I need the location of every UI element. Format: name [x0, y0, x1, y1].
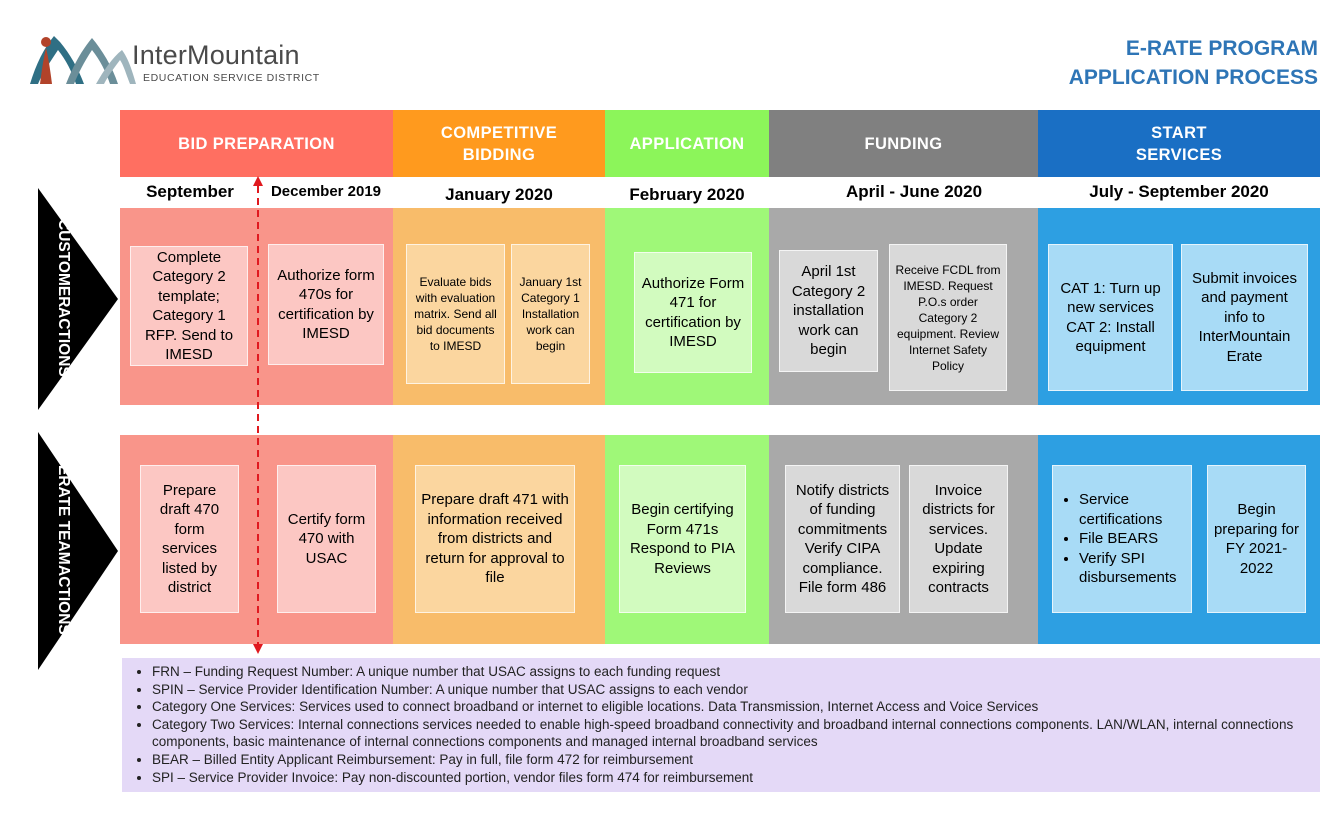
customer-box-january-1st-installation: January 1st Category 1 Installation work… [511, 244, 590, 384]
phase-name-line-1: COMPETITIVE [440, 123, 558, 142]
erate-team-actions-chevron [38, 432, 118, 670]
phase-name: BID PREPARATION [178, 134, 335, 153]
date-july-september-2020: July - September 2020 [1089, 182, 1269, 201]
date-february-2020: February 2020 [629, 185, 745, 204]
erate-box-prepare-draft-471: Prepare draft 471 with information recei… [415, 465, 575, 613]
glossary-item-frn: FRN – Funding Request Number: A unique n… [152, 663, 1314, 681]
glossary-item-category-two: Category Two Services: Internal connecti… [152, 716, 1314, 751]
customer-box-complete-category-2: Complete Category 2 template; Category 1… [130, 246, 248, 366]
customer-box-receive-fcdl: Receive FCDL from IMESD. Request P.O.s o… [889, 244, 1007, 391]
erate-box-prepare-draft-470: Prepare draft 470 form services listed b… [140, 465, 239, 613]
label-line-1: ERATE TEAM [55, 465, 72, 565]
customer-actions-label: CUSTOMER ACTIONS [40, 200, 86, 396]
september-december-divider-arrow [253, 176, 263, 654]
list-item: Service certifications [1079, 490, 1186, 529]
label-line-2: ACTIONS [55, 307, 72, 378]
glossary-panel: FRN – Funding Request Number: A unique n… [122, 658, 1320, 792]
customer-box-authorize-form-471: Authorize Form 471 for certification by … [634, 252, 752, 373]
brand-subtitle: EDUCATION SERVICE DISTRICT [143, 72, 320, 84]
intermountain-logo-icon [30, 36, 136, 84]
list-item: Verify SPI disbursements [1079, 549, 1186, 588]
glossary-list: FRN – Funding Request Number: A unique n… [128, 663, 1314, 786]
list-item: File BEARS [1079, 529, 1186, 549]
date-january-2020: January 2020 [445, 185, 553, 204]
phase-name-line-2: BIDDING [462, 145, 536, 164]
phase-header-bid-preparation: BID PREPARATION [120, 110, 393, 177]
label-line-1: CUSTOMER [55, 218, 72, 308]
phase-header-funding: FUNDING [769, 110, 1038, 177]
customer-box-turn-up-services: CAT 1: Turn up new services CAT 2: Insta… [1048, 244, 1173, 391]
label-line-2: ACTIONS [55, 564, 72, 635]
erate-team-actions-label: ERATE TEAM ACTIONS [40, 450, 86, 650]
glossary-item-spin: SPIN – Service Provider Identification N… [152, 681, 1314, 699]
brand-name: InterMountain [132, 40, 300, 70]
erate-box-notify-districts: Notify districts of funding commitments … [785, 465, 900, 613]
phase-header-application: APPLICATION [605, 110, 769, 177]
phase-name-line-2: SERVICES [1135, 145, 1223, 164]
erate-box-begin-preparing-fy: Begin preparing for FY 2021-2022 [1207, 465, 1306, 613]
erate-box-service-certifications: Service certifications File BEARS Verify… [1052, 465, 1192, 613]
date-december-2019: December 2019 [270, 183, 382, 200]
date-april-june-2020: April - June 2020 [845, 182, 983, 201]
erate-box-certify-form-470: Certify form 470 with USAC [277, 465, 376, 613]
glossary-item-category-one: Category One Services: Services used to … [152, 698, 1314, 716]
customer-box-authorize-470s: Authorize form 470s for certification by… [268, 244, 384, 365]
title-line-1: E-RATE PROGRAM [1125, 37, 1318, 60]
erate-box-begin-certifying-471s: Begin certifying Form 471s Respond to PI… [619, 465, 746, 613]
erate-box-invoice-districts: Invoice districts for services. Update e… [909, 465, 1008, 613]
customer-box-april-1st-category-2: April 1st Category 2 installation work c… [779, 250, 878, 372]
page-title: E-RATE PROGRAM APPLICATION PROCESS [1069, 34, 1318, 92]
glossary-item-spi: SPI – Service Provider Invoice: Pay non-… [152, 769, 1314, 787]
phase-header-start-services: START SERVICES [1038, 110, 1320, 177]
phase-name-line-1: START [1151, 123, 1207, 142]
customer-actions-chevron [38, 188, 118, 410]
glossary-item-bear: BEAR – Billed Entity Applicant Reimburse… [152, 751, 1314, 769]
title-line-2: APPLICATION PROCESS [1068, 66, 1318, 89]
phase-name: FUNDING [864, 134, 943, 153]
erate-start-services-list: Service certifications File BEARS Verify… [1053, 490, 1186, 588]
phase-name: APPLICATION [629, 134, 745, 153]
customer-box-submit-invoices: Submit invoices and payment info to Inte… [1181, 244, 1308, 391]
date-september: September [146, 182, 234, 201]
customer-box-evaluate-bids: Evaluate bids with evaluation matrix. Se… [406, 244, 505, 384]
phase-header-competitive-bidding: COMPETITIVE BIDDING [393, 110, 605, 177]
